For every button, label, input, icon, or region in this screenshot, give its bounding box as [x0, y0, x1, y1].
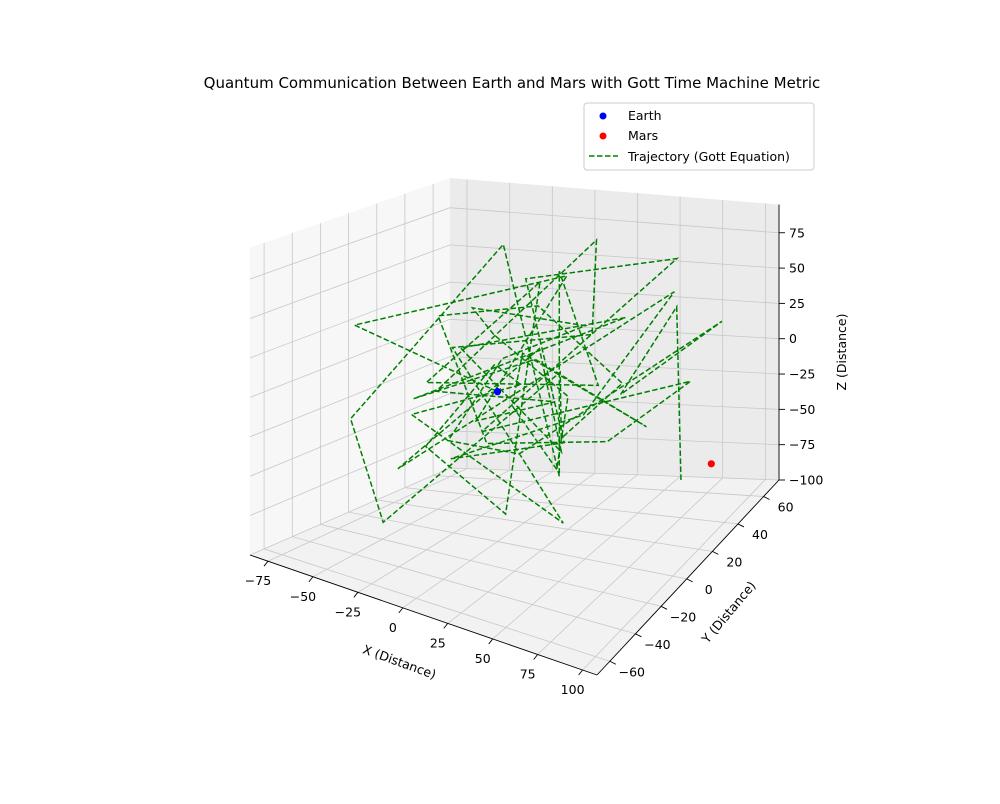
y-tick-label: −20 — [670, 609, 696, 624]
z-grid-line — [249, 318, 780, 398]
z-tick-label: −75 — [789, 437, 815, 452]
y-tick-mark — [763, 496, 770, 500]
y-tick-label: 40 — [752, 527, 768, 542]
z-tick-label: 75 — [789, 225, 805, 240]
y-tick-mark — [686, 578, 693, 583]
x-axis-line — [249, 554, 598, 676]
x-tick-mark — [443, 623, 449, 629]
side-pane — [250, 178, 450, 555]
y-tick-label: −60 — [619, 664, 645, 679]
point-series — [493, 388, 715, 468]
z-tick-label: 50 — [789, 261, 805, 276]
x-tick-label: 100 — [561, 682, 585, 697]
z-tick-label: −50 — [789, 402, 815, 417]
legend-frame — [583, 102, 815, 171]
x-tick-label: 75 — [520, 666, 536, 681]
z-tick-label: 25 — [789, 296, 805, 311]
z-grid-line — [249, 430, 780, 516]
x-tick-mark — [308, 576, 314, 583]
axis-lines — [249, 204, 780, 676]
y-tick-mark — [712, 551, 719, 555]
x-tick-mark — [578, 669, 583, 676]
axis-panes — [250, 178, 779, 675]
trajectory-series — [349, 238, 723, 524]
point-mars — [707, 460, 715, 468]
x-tick-mark — [533, 654, 539, 660]
x-tick-label: 25 — [430, 635, 446, 650]
z-grid-line — [249, 281, 780, 359]
y-tick-label: 60 — [778, 499, 794, 514]
z-axis-label: Z (Distance) — [834, 314, 849, 391]
y-tick-mark — [609, 660, 617, 665]
y-axis-line — [596, 479, 780, 676]
x-tick-label: −75 — [245, 573, 271, 588]
x-tick-label: 50 — [475, 651, 491, 666]
legend-mars-marker — [599, 132, 607, 140]
y-tick-label: −40 — [644, 637, 670, 652]
y-tick-label: 20 — [726, 554, 742, 569]
legend-trajectory-label: Trajectory (Gott Equation) — [627, 149, 790, 164]
z-grid-line — [249, 207, 780, 280]
x-tick-label: 0 — [389, 620, 397, 635]
tick-marks: −75 −50 −25 0 25 50 75 100 −60 −40−20 0 20 40 60 −100 −… — [245, 225, 824, 697]
chart-title: Quantum Communication Between Earth and … — [204, 74, 821, 92]
y-tick-mark — [737, 523, 745, 528]
point-earth — [493, 388, 502, 396]
x-tick-mark — [398, 607, 404, 614]
y-tick-mark — [660, 605, 668, 610]
y-tick-mark — [635, 633, 642, 638]
x-tick-mark — [263, 560, 269, 567]
trajectory-line — [349, 238, 723, 524]
legend-earth-marker — [599, 112, 607, 120]
x-tick-label: −25 — [335, 604, 361, 619]
z-grid-line — [249, 356, 780, 438]
x-tick-mark — [353, 592, 359, 598]
legend-mars-label: Mars — [628, 128, 658, 143]
x-axis-label: X (Distance) — [361, 642, 438, 682]
z-tick-label: 0 — [789, 331, 797, 346]
legend: Earth Mars Trajectory (Gott Equation) — [583, 102, 815, 171]
z-tick-label: −25 — [789, 367, 815, 382]
grid-lines — [249, 179, 780, 671]
z-tick-label: −100 — [789, 473, 823, 488]
y-tick-label: 0 — [705, 582, 713, 597]
z-grid-line — [249, 467, 780, 556]
z-grid-line — [249, 393, 780, 477]
x-tick-label: −50 — [290, 589, 316, 604]
x-tick-mark — [488, 638, 494, 645]
legend-earth-label: Earth — [628, 108, 662, 123]
